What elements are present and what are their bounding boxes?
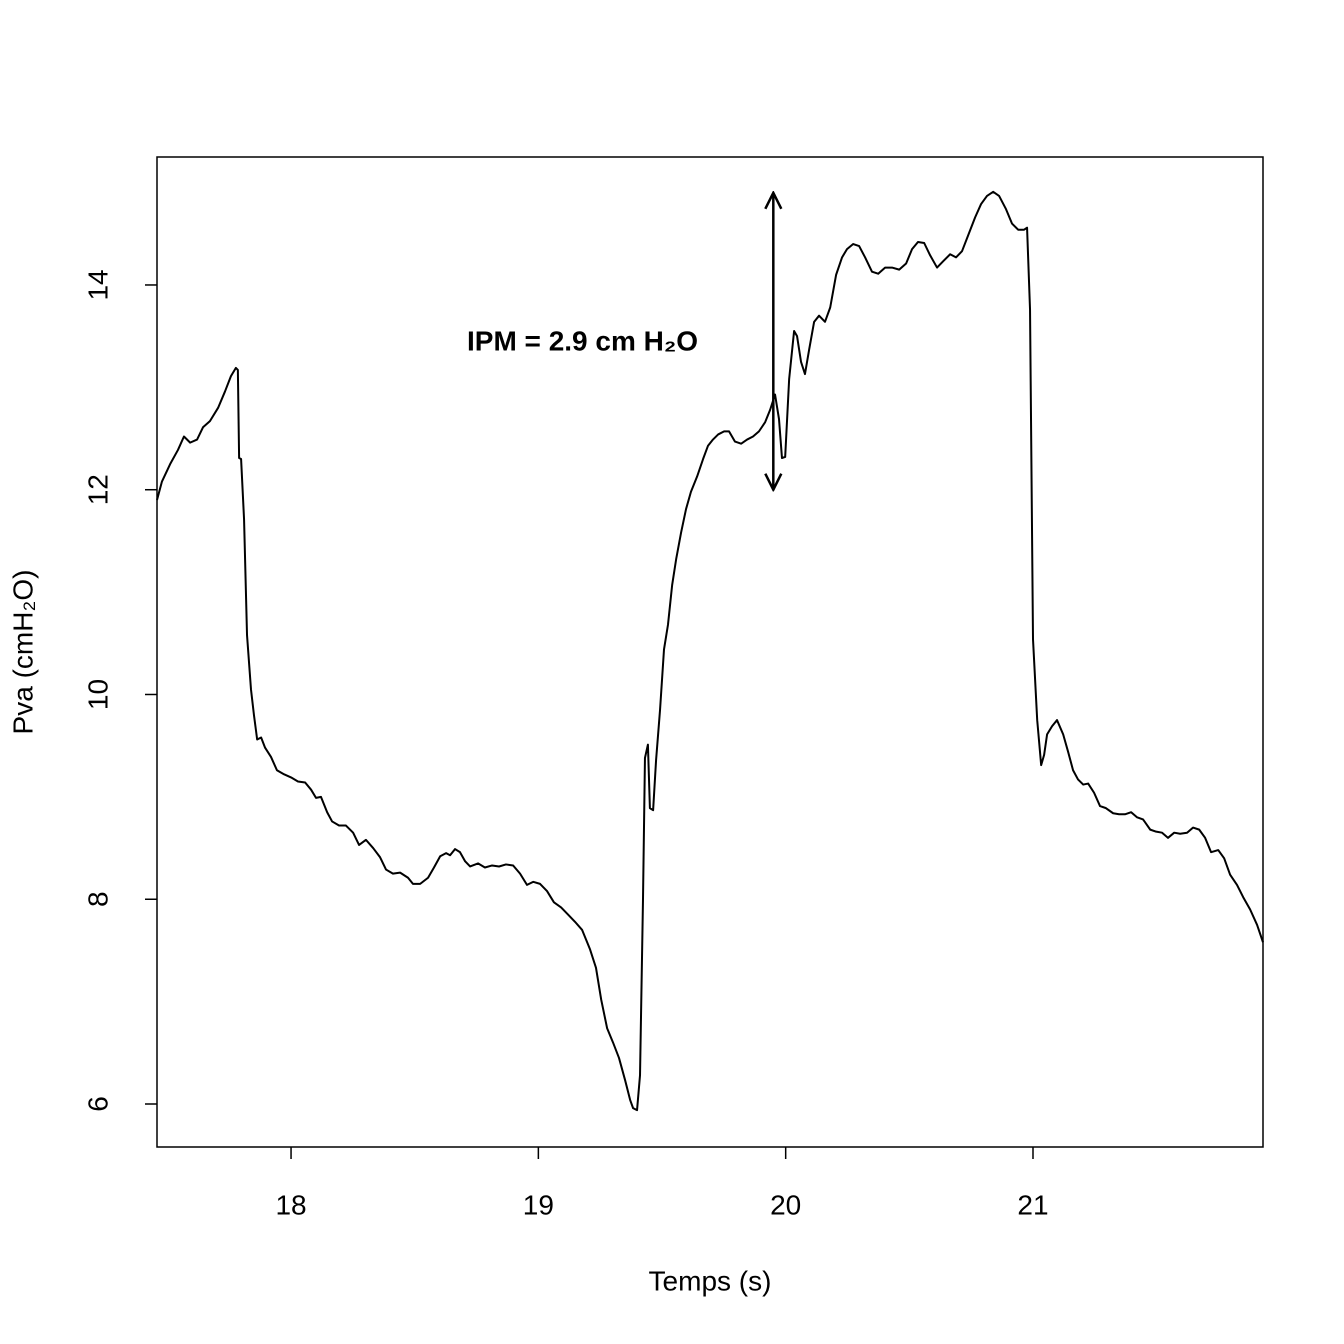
x-tick-label: 19 (523, 1189, 554, 1220)
annotation: IPM = 2.9 cm H₂O (467, 325, 698, 356)
y-tick-label: 8 (82, 891, 113, 907)
y-tick-label: 6 (82, 1096, 113, 1112)
x-tick-label: 20 (770, 1189, 801, 1220)
x-tick-label: 21 (1017, 1189, 1048, 1220)
data-line (156, 190, 1264, 1112)
y-tick-label: 14 (82, 269, 113, 300)
x-tick-label: 18 (275, 1189, 306, 1220)
x-axis-label: Temps (s) (649, 1265, 772, 1296)
y-axis-label: Pva (cmH₂O) (7, 570, 38, 735)
y-tick-label: 10 (82, 679, 113, 710)
plot-frame (156, 156, 1264, 1148)
y-tick-label: 12 (82, 474, 113, 505)
